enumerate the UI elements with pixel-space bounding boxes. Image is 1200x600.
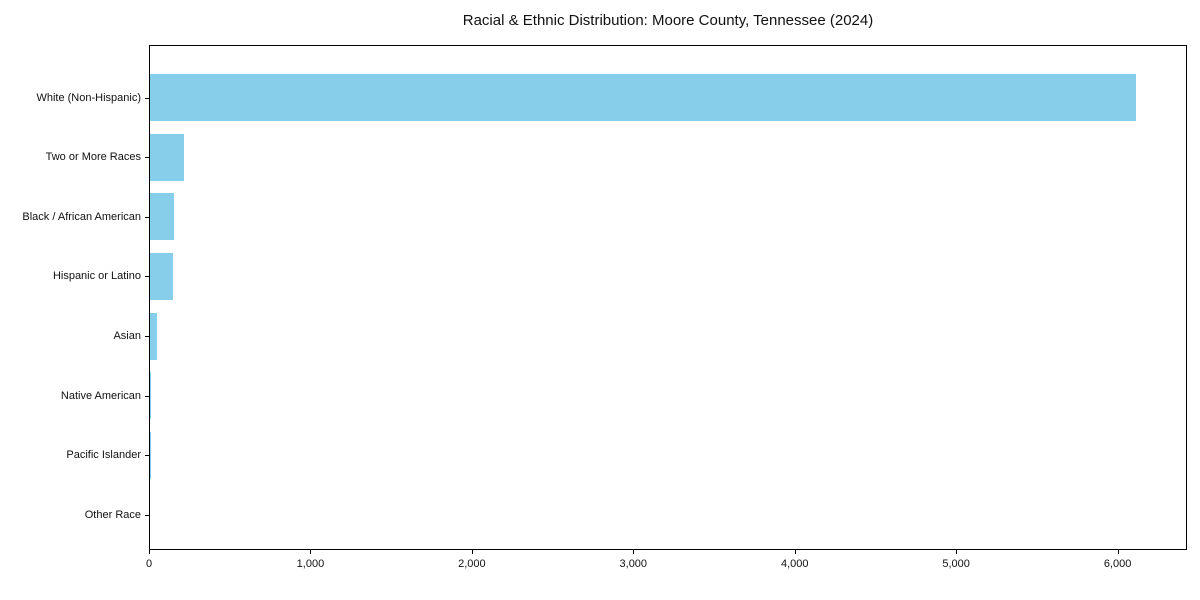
y-tick-mark [145, 395, 149, 397]
y-tick-mark [145, 455, 149, 457]
chart-title: Racial & Ethnic Distribution: Moore Coun… [462, 12, 874, 29]
plot-area [149, 45, 1187, 550]
bar-two-or-more-races [150, 133, 184, 181]
x-tick-mark [149, 550, 150, 554]
bar-black-african-american [150, 193, 174, 241]
category-label-native-american: Native American [60, 389, 141, 402]
x-tick-label: 0 [145, 558, 153, 570]
x-tick-label: 4,000 [780, 558, 809, 570]
category-label-black-african-american: Black / African American [22, 210, 141, 223]
x-tick-mark [956, 550, 958, 554]
y-tick-mark [145, 276, 149, 278]
category-label-pacific-islander: Pacific Islander [66, 449, 141, 462]
y-tick-mark [145, 514, 149, 516]
category-label-two-or-more-races: Two or More Races [45, 151, 141, 164]
x-tick-label: 5,000 [942, 558, 970, 570]
x-tick-mark [471, 550, 473, 554]
x-tick-label: 6,000 [1103, 558, 1132, 570]
x-tick-mark [633, 550, 635, 554]
y-tick-mark [145, 97, 149, 99]
bar-white-non-hispanic [150, 74, 1136, 121]
category-label-white-non-hispanic: White (Non-Hispanic) [36, 91, 141, 104]
bar-asian [150, 312, 157, 360]
x-tick-mark [310, 550, 312, 554]
x-tick-mark [1117, 550, 1119, 554]
y-tick-mark [145, 216, 149, 218]
bar-hispanic-or-latino [150, 252, 173, 300]
category-label-asian: Asian [113, 330, 141, 343]
y-tick-mark [145, 336, 149, 338]
x-tick-label: 3,000 [619, 558, 648, 570]
y-tick-mark [145, 157, 149, 159]
category-label-hispanic-or-latino: Hispanic or Latino [52, 270, 141, 283]
x-tick-label: 2,000 [458, 558, 486, 570]
category-label-other-race: Other Race [84, 508, 141, 521]
x-tick-label: 1,000 [296, 558, 325, 570]
x-tick-mark [794, 550, 796, 554]
